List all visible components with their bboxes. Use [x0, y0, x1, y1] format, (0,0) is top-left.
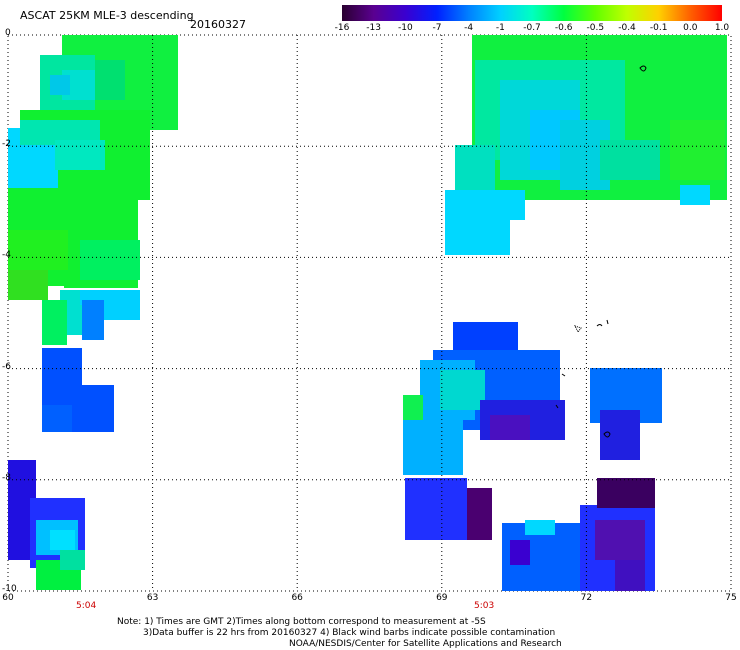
- x-tick-label: 75: [725, 593, 737, 603]
- y-tick-label: 0: [5, 28, 11, 38]
- plot-frame: [7, 34, 732, 592]
- swath-left-middle: [42, 348, 114, 432]
- colorbar-label: 1.0: [714, 23, 730, 33]
- map-date: 20160327: [190, 18, 246, 31]
- colorbar-label: -7: [432, 23, 442, 33]
- swath-left-upper: [8, 35, 178, 345]
- contamination-marks: [555, 65, 647, 438]
- colorbar-label: -0.6: [554, 23, 573, 33]
- colorbar-label: -10: [397, 23, 413, 33]
- colorbar-label: 0.0: [683, 23, 698, 33]
- note-line-1: Note: 1) Times are GMT 2)Times along bot…: [117, 617, 486, 627]
- colorbar: [342, 5, 722, 21]
- y-tick-label: -2: [2, 139, 11, 150]
- swath-right-middle: [403, 322, 662, 475]
- colorbar-label: -1: [495, 23, 505, 33]
- map-title: ASCAT 25KM MLE-3 descending: [20, 9, 194, 22]
- note-line-3: NOAA/NESDIS/Center for Satellite Applica…: [289, 639, 562, 649]
- colorbar-label: -4: [464, 23, 474, 33]
- grid-lines: [8, 35, 731, 591]
- colorbar-label: -0.4: [618, 23, 636, 33]
- y-tick-label: -10: [2, 584, 17, 594]
- swath-right-lower: [405, 478, 655, 591]
- x-tick-label: 72: [580, 593, 593, 603]
- x-tick-label: 66: [291, 593, 303, 603]
- colorbar-gradient: [342, 5, 722, 21]
- colorbar-label: -13: [366, 23, 381, 33]
- x-tick-label: 63: [146, 593, 159, 603]
- colorbar-label: -16: [334, 23, 350, 33]
- swath-left-lower: [8, 460, 85, 590]
- x-tick-label: 60: [2, 593, 14, 603]
- time-label-left: 5:04: [76, 601, 97, 611]
- note-line-2: 3)Data buffer is 22 hrs from 20160327 4)…: [143, 628, 556, 638]
- colorbar-fill: [342, 5, 722, 21]
- colorbar-label: -0.5: [586, 23, 605, 33]
- colorbar-label: -0.7: [523, 23, 541, 33]
- y-tick-label: -8: [2, 472, 11, 483]
- colorbar-label: -0.1: [649, 23, 668, 33]
- x-tick-label: 69: [436, 593, 448, 603]
- time-label-right: 5:03: [474, 601, 495, 611]
- swath-right-upper: [445, 35, 727, 255]
- y-tick-label: -4: [2, 250, 11, 261]
- y-tick-label: -6: [2, 361, 11, 372]
